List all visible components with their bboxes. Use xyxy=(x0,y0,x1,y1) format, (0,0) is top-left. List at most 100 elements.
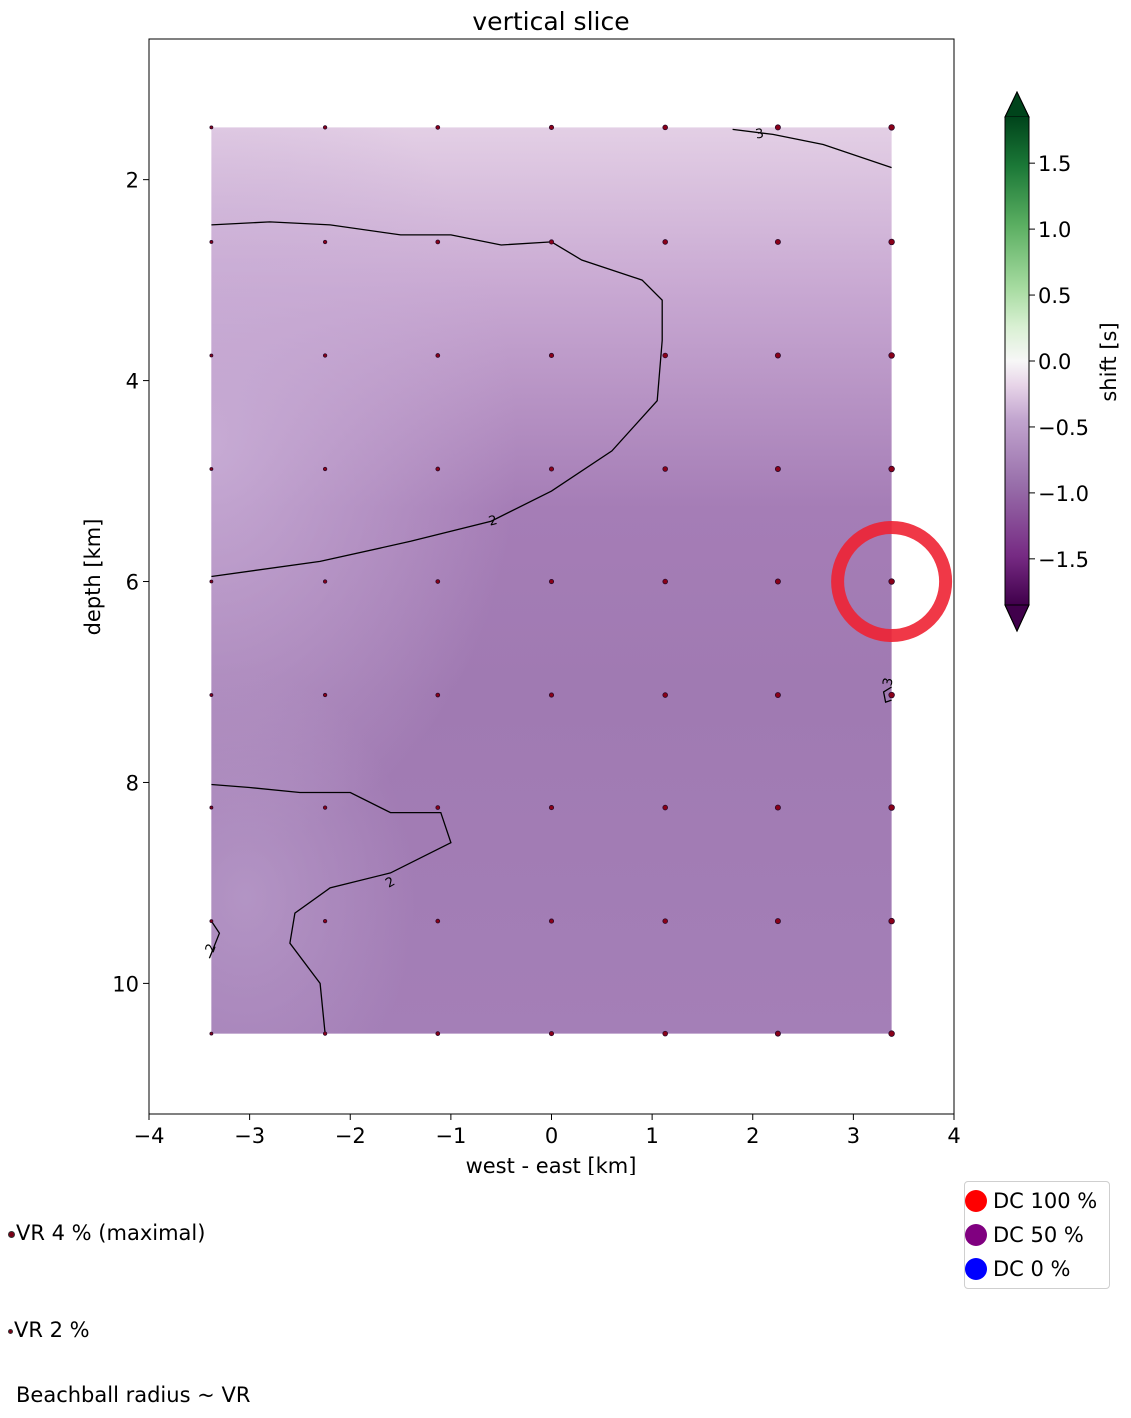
legend-item-dc100: DC 100 % xyxy=(965,1186,1097,1216)
grid-point xyxy=(548,124,555,130)
grid-point xyxy=(209,919,214,924)
grid-point xyxy=(548,918,555,924)
grid-point xyxy=(888,465,895,473)
grid-point xyxy=(774,692,781,699)
x-tick-label: 3 xyxy=(847,1124,860,1148)
grid-point xyxy=(435,353,441,358)
x-tick-label: 4 xyxy=(947,1124,960,1148)
beachball-tiny-icon xyxy=(8,1328,13,1334)
colorbar-gradient xyxy=(1005,117,1029,605)
colorbar-outline xyxy=(1004,90,1030,633)
grid-point xyxy=(548,1031,555,1037)
grid-point xyxy=(209,240,214,244)
grid-point xyxy=(662,918,668,924)
grid-point xyxy=(209,353,214,358)
x-tick-label: −2 xyxy=(335,1124,366,1148)
legend-marker-dc50 xyxy=(965,1224,987,1246)
colorbar-extend-min xyxy=(1004,604,1030,633)
grid-point xyxy=(774,804,781,811)
grid-point xyxy=(548,352,555,359)
contour-line-4 xyxy=(208,920,221,959)
y-tick-label: 10 xyxy=(112,972,139,996)
grid-point xyxy=(662,692,668,698)
grid-point xyxy=(209,125,214,130)
colorbar-tick-label: 1.5 xyxy=(1038,152,1071,176)
grid-point xyxy=(209,467,214,471)
grid-point xyxy=(209,693,214,697)
x-tick-label: −1 xyxy=(435,1124,466,1148)
contour-label-1: 3 xyxy=(754,126,765,142)
colorbar-label: shift [s] xyxy=(1097,322,1121,401)
grid-point xyxy=(435,239,441,245)
grid-point xyxy=(548,692,555,698)
grid-point xyxy=(548,239,555,245)
grid-point xyxy=(888,352,895,359)
y-axis-label: depth [km] xyxy=(81,519,105,636)
legend-label-dc50: DC 50 % xyxy=(993,1223,1084,1247)
grid-point xyxy=(888,124,895,131)
grid-point xyxy=(435,1031,441,1036)
grid-point xyxy=(774,352,781,359)
grid-point xyxy=(322,805,328,810)
grid-point xyxy=(322,353,328,358)
grid-point xyxy=(774,578,781,585)
contour-line-1 xyxy=(732,128,892,169)
grid-point xyxy=(322,918,328,924)
grid-point xyxy=(888,238,895,246)
x-tick-label: 0 xyxy=(545,1124,558,1148)
grid-point xyxy=(435,466,441,472)
grid-point xyxy=(209,579,214,584)
grid-point xyxy=(322,239,328,245)
grid-point xyxy=(662,239,668,245)
x-tick-label: 1 xyxy=(645,1124,658,1148)
contour-line-2 xyxy=(211,221,663,578)
x-axis-ticks: −4 −3 −2 −1 0 1 2 3 4 xyxy=(134,1114,961,1148)
grid-point xyxy=(662,578,668,585)
x-tick-label: −4 xyxy=(134,1124,165,1148)
grid-point xyxy=(322,1031,328,1036)
grid-point xyxy=(662,352,668,359)
grid-points xyxy=(209,124,895,1037)
grid-point xyxy=(435,805,441,810)
grid-point xyxy=(209,1031,214,1036)
vr-max-note: VR 4 % (maximal) xyxy=(8,1221,205,1245)
x-axis-label: west - east [km] xyxy=(466,1154,637,1175)
grid-point xyxy=(662,804,668,811)
legend-marker-dc100 xyxy=(965,1190,987,1212)
legend-label-dc100: DC 100 % xyxy=(993,1189,1098,1213)
grid-point xyxy=(548,578,555,585)
grid-point xyxy=(888,578,895,585)
grid-point xyxy=(774,466,781,472)
x-tick-label: 2 xyxy=(746,1124,759,1148)
grid-point xyxy=(774,1030,781,1037)
grid-point xyxy=(888,691,895,699)
grid-point xyxy=(435,579,441,584)
grid-point xyxy=(548,805,555,811)
contour-label-5: 3 xyxy=(880,677,896,688)
x-tick-label: −3 xyxy=(234,1124,265,1148)
grid-point xyxy=(888,917,895,925)
colorbar-tick-label: −1.5 xyxy=(1038,548,1089,572)
colorbar-tick-label: −0.5 xyxy=(1038,416,1089,440)
grid-point xyxy=(322,692,328,698)
grid-point xyxy=(322,466,328,472)
y-tick-label: 2 xyxy=(126,169,139,193)
colorbar-extend-max xyxy=(1004,90,1030,118)
y-tick-label: 6 xyxy=(126,571,139,595)
grid-point xyxy=(435,692,441,698)
grid-point xyxy=(888,804,895,811)
grid-point xyxy=(322,579,328,584)
vr-half-note: VR 2 % xyxy=(8,1318,90,1342)
grid-point xyxy=(662,124,668,131)
grid-point xyxy=(662,466,668,472)
legend: DC 100 % DC 50 % DC 0 % xyxy=(964,1181,1110,1289)
beachball-note: Beachball radius ~ VR xyxy=(16,1383,251,1407)
highlight-circle xyxy=(831,521,953,643)
vr-half-text: VR 2 % xyxy=(14,1318,90,1342)
highlight-ring xyxy=(831,521,953,643)
grid-point xyxy=(322,125,328,130)
grid-point xyxy=(435,125,441,130)
grid-point xyxy=(662,1030,668,1037)
grid-point xyxy=(888,1030,895,1037)
legend-label-dc0: DC 0 % xyxy=(993,1257,1071,1281)
